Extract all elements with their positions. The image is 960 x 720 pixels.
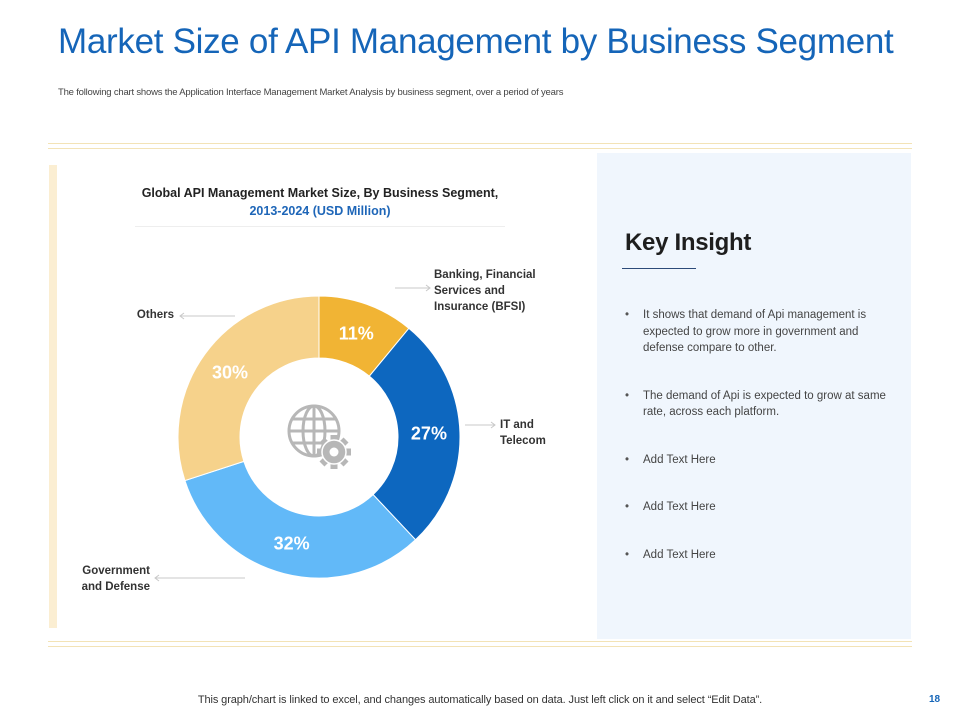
slice-category-label: Banking, Financial Services and Insurance … — [434, 269, 536, 313]
slice-value-label: 11% — [339, 324, 374, 344]
insight-bullet: Add Text Here — [625, 499, 901, 516]
insight-title: Key Insight — [625, 229, 752, 256]
top-divider-1 — [48, 143, 912, 144]
slice-value-label: 27% — [411, 424, 447, 444]
page-subtitle: The following chart shows the Applicatio… — [58, 87, 564, 98]
slice-value-label: 30% — [212, 362, 248, 382]
insight-bullet: It shows that demand of Api management i… — [625, 307, 901, 357]
donut-slice — [177, 295, 320, 482]
insight-list: It shows that demand of Api management i… — [625, 307, 901, 563]
leader-arrow — [154, 574, 160, 582]
chart-title: Global API Management Market Size, By Bu… — [141, 186, 499, 200]
chart-accent-bar — [49, 165, 57, 628]
globe-gear-icon — [287, 404, 341, 458]
top-divider-2 — [48, 148, 912, 149]
donut-slice — [368, 327, 461, 541]
leader-arrow — [179, 312, 185, 320]
key-insight-panel: Key Insight It shows that demand of Api … — [597, 153, 911, 639]
footer-note: This graph/chart is linked to excel, and… — [197, 694, 763, 706]
slice-category-label: Government and Defense — [82, 565, 151, 593]
leader-arrow — [490, 421, 496, 429]
slice-category-label: IT and Telecom — [500, 419, 546, 447]
slice-value-label: 32% — [274, 534, 310, 554]
insight-bullet: The demand of Api is expected to grow at… — [625, 388, 901, 421]
chart-title-box: Global API Management Market Size, By Bu… — [135, 178, 505, 227]
page-title: Market Size of API Management by Busines… — [58, 22, 894, 61]
slice-category-label: Others — [137, 309, 174, 321]
insight-underline — [622, 268, 696, 269]
insight-bullet: Add Text Here — [625, 547, 901, 564]
page-number: 18 — [929, 694, 941, 705]
donut-chart[interactable]: 11% Banking, Financial Services and Insuran… — [0, 0, 600, 650]
donut-slice — [184, 460, 417, 579]
gear-icon — [317, 435, 351, 469]
bottom-divider-1 — [48, 641, 912, 642]
bottom-divider-2 — [48, 646, 912, 647]
insight-bullet: Add Text Here — [625, 452, 901, 469]
chart-subtitle: 2013-2024 (USD Million) — [249, 204, 391, 218]
leader-arrow — [425, 284, 431, 292]
